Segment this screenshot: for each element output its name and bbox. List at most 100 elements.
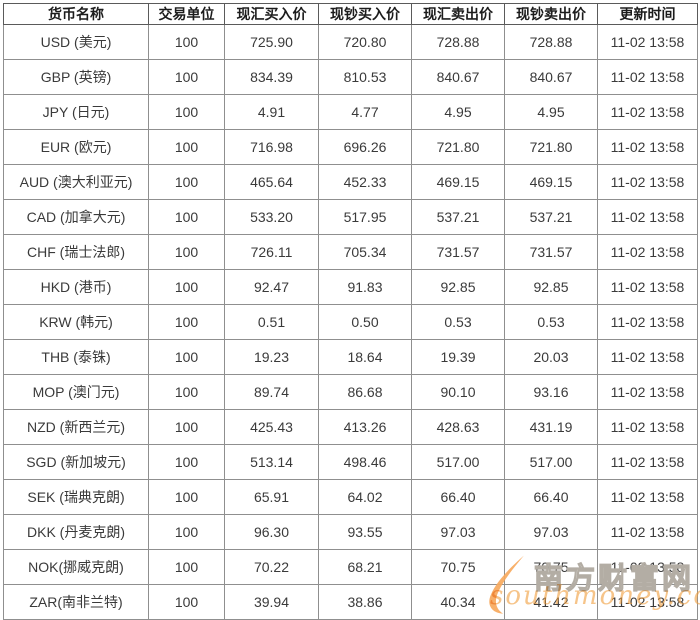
cell-currency-name: NOK(挪威克朗): [3, 549, 149, 585]
cell-spot-sell: 40.34: [411, 584, 505, 620]
cell-trade-unit: 100: [148, 339, 225, 375]
table-row: USD (美元) 100 725.90 720.80 728.88 728.88…: [3, 24, 698, 60]
cell-update-time: 11-02 13:58: [597, 444, 698, 480]
cell-currency-name: NZD (新西兰元): [3, 409, 149, 445]
cell-update-time: 11-02 13:58: [597, 549, 698, 585]
cell-cash-sell: 840.67: [504, 59, 598, 95]
cell-spot-buy: 834.39: [224, 59, 319, 95]
cell-update-time: 11-02 13:58: [597, 234, 698, 270]
cell-trade-unit: 100: [148, 129, 225, 165]
cell-currency-name: KRW (韩元): [3, 304, 149, 340]
cell-currency-name: EUR (欧元): [3, 129, 149, 165]
cell-spot-buy: 465.64: [224, 164, 319, 200]
cell-cash-buy: 810.53: [318, 59, 412, 95]
cell-update-time: 11-02 13:58: [597, 269, 698, 305]
table-row: GBP (英镑) 100 834.39 810.53 840.67 840.67…: [3, 59, 698, 95]
cell-spot-buy: 96.30: [224, 514, 319, 550]
table-row: EUR (欧元) 100 716.98 696.26 721.80 721.80…: [3, 129, 698, 165]
cell-currency-name: USD (美元): [3, 24, 149, 60]
cell-currency-name: SGD (新加坡元): [3, 444, 149, 480]
cell-cash-sell: 731.57: [504, 234, 598, 270]
cell-trade-unit: 100: [148, 374, 225, 410]
cell-cash-buy: 517.95: [318, 199, 412, 235]
cell-spot-sell: 92.85: [411, 269, 505, 305]
table-row: HKD (港币) 100 92.47 91.83 92.85 92.85 11-…: [3, 269, 698, 305]
cell-update-time: 11-02 13:58: [597, 59, 698, 95]
cell-cash-buy: 91.83: [318, 269, 412, 305]
cell-update-time: 11-02 13:58: [597, 514, 698, 550]
cell-spot-sell: 428.63: [411, 409, 505, 445]
cell-cash-sell: 431.19: [504, 409, 598, 445]
cell-spot-buy: 726.11: [224, 234, 319, 270]
table-row: ZAR(南非兰特) 100 39.94 38.86 40.34 41.42 11…: [3, 584, 698, 620]
cell-update-time: 11-02 13:58: [597, 164, 698, 200]
cell-trade-unit: 100: [148, 514, 225, 550]
cell-cash-buy: 4.77: [318, 94, 412, 130]
col-header-cash-sell: 现钞卖出价: [504, 3, 598, 25]
cell-spot-buy: 716.98: [224, 129, 319, 165]
table-header: 货币名称 交易单位 现汇买入价 现钞买入价 现汇卖出价 现钞卖出价 更新时间: [3, 3, 698, 25]
cell-trade-unit: 100: [148, 409, 225, 445]
table-row: SEK (瑞典克朗) 100 65.91 64.02 66.40 66.40 1…: [3, 479, 698, 515]
cell-trade-unit: 100: [148, 59, 225, 95]
table-row: MOP (澳门元) 100 89.74 86.68 90.10 93.16 11…: [3, 374, 698, 410]
cell-spot-sell: 840.67: [411, 59, 505, 95]
cell-currency-name: CHF (瑞士法郎): [3, 234, 149, 270]
cell-currency-name: HKD (港币): [3, 269, 149, 305]
table-row: KRW (韩元) 100 0.51 0.50 0.53 0.53 11-02 1…: [3, 304, 698, 340]
cell-cash-buy: 705.34: [318, 234, 412, 270]
cell-spot-sell: 517.00: [411, 444, 505, 480]
cell-currency-name: ZAR(南非兰特): [3, 584, 149, 620]
cell-cash-sell: 728.88: [504, 24, 598, 60]
cell-spot-sell: 4.95: [411, 94, 505, 130]
header-row: 货币名称 交易单位 现汇买入价 现钞买入价 现汇卖出价 现钞卖出价 更新时间: [3, 3, 698, 25]
table-row: SGD (新加坡元) 100 513.14 498.46 517.00 517.…: [3, 444, 698, 480]
cell-update-time: 11-02 13:58: [597, 94, 698, 130]
cell-spot-sell: 66.40: [411, 479, 505, 515]
cell-spot-buy: 89.74: [224, 374, 319, 410]
cell-spot-sell: 19.39: [411, 339, 505, 375]
cell-spot-buy: 425.43: [224, 409, 319, 445]
cell-cash-sell: 4.95: [504, 94, 598, 130]
cell-cash-buy: 413.26: [318, 409, 412, 445]
cell-cash-buy: 0.50: [318, 304, 412, 340]
cell-spot-sell: 0.53: [411, 304, 505, 340]
col-header-update-time: 更新时间: [597, 3, 698, 25]
cell-cash-buy: 38.86: [318, 584, 412, 620]
cell-spot-sell: 721.80: [411, 129, 505, 165]
cell-update-time: 11-02 13:58: [597, 339, 698, 375]
col-header-currency-name: 货币名称: [3, 3, 149, 25]
cell-update-time: 11-02 13:58: [597, 129, 698, 165]
col-header-cash-buy: 现钞买入价: [318, 3, 412, 25]
cell-trade-unit: 100: [148, 94, 225, 130]
cell-trade-unit: 100: [148, 444, 225, 480]
cell-update-time: 11-02 13:58: [597, 24, 698, 60]
cell-trade-unit: 100: [148, 199, 225, 235]
cell-cash-sell: 469.15: [504, 164, 598, 200]
table-row: AUD (澳大利亚元) 100 465.64 452.33 469.15 469…: [3, 164, 698, 200]
cell-spot-buy: 65.91: [224, 479, 319, 515]
cell-spot-buy: 513.14: [224, 444, 319, 480]
cell-currency-name: JPY (日元): [3, 94, 149, 130]
col-header-trade-unit: 交易单位: [148, 3, 225, 25]
cell-currency-name: MOP (澳门元): [3, 374, 149, 410]
cell-cash-sell: 66.40: [504, 479, 598, 515]
cell-update-time: 11-02 13:58: [597, 479, 698, 515]
cell-cash-sell: 20.03: [504, 339, 598, 375]
cell-cash-sell: 93.16: [504, 374, 598, 410]
cell-currency-name: THB (泰铢): [3, 339, 149, 375]
cell-cash-sell: 537.21: [504, 199, 598, 235]
cell-trade-unit: 100: [148, 304, 225, 340]
table-row: CAD (加拿大元) 100 533.20 517.95 537.21 537.…: [3, 199, 698, 235]
cell-spot-sell: 70.75: [411, 549, 505, 585]
cell-update-time: 11-02 13:58: [597, 304, 698, 340]
cell-cash-sell: 92.85: [504, 269, 598, 305]
cell-cash-buy: 18.64: [318, 339, 412, 375]
cell-trade-unit: 100: [148, 24, 225, 60]
table-row: DKK (丹麦克朗) 100 96.30 93.55 97.03 97.03 1…: [3, 514, 698, 550]
cell-cash-buy: 696.26: [318, 129, 412, 165]
cell-cash-buy: 86.68: [318, 374, 412, 410]
cell-cash-buy: 93.55: [318, 514, 412, 550]
cell-spot-buy: 39.94: [224, 584, 319, 620]
cell-spot-buy: 19.23: [224, 339, 319, 375]
